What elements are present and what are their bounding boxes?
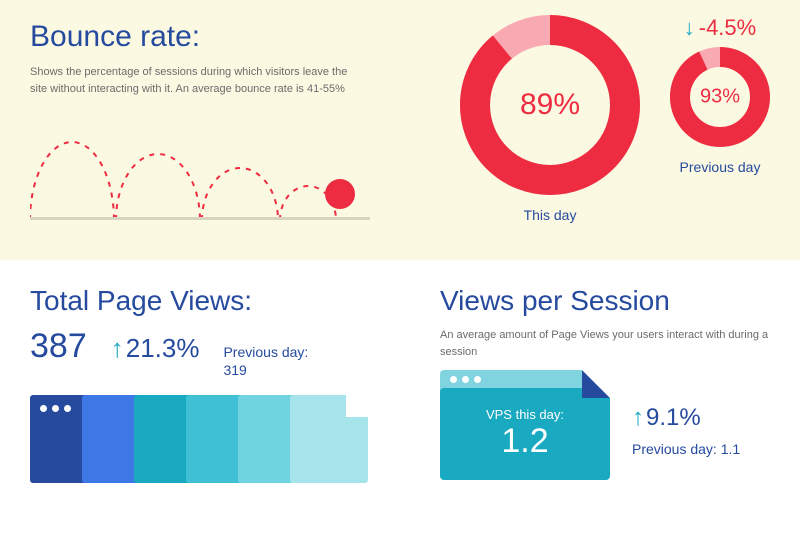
vps-delta-value: 9.1% <box>646 404 701 432</box>
pageviews-section: Total Page Views: 387 ↑ 21.3% Previous d… <box>30 285 400 525</box>
bounce-ground <box>30 217 370 220</box>
window-dots-icon <box>450 376 481 383</box>
donut-prev-day-label: Previous day <box>680 159 761 175</box>
bounce-title: Bounce rate: <box>30 20 390 54</box>
arrow-up-icon: ↑ <box>632 404 644 432</box>
bounce-delta-value: -4.5% <box>699 15 756 41</box>
pageviews-value: 387 <box>30 327 87 366</box>
bounce-panel: Bounce rate: Shows the percentage of ses… <box>0 0 800 260</box>
page-fold-icon <box>346 395 368 417</box>
vps-title: Views per Session <box>440 285 770 317</box>
donut-this-day: 89% This day <box>460 15 640 223</box>
pageviews-graphic <box>30 393 370 485</box>
donut-prev-col: ↓ -4.5% 93% Previous day <box>670 15 770 175</box>
vps-right-col: ↑ 9.1% Previous day: 1.1 <box>632 360 740 480</box>
bounce-subtitle: Shows the percentage of sessions during … <box>30 64 360 97</box>
donut-this-day-label: This day <box>524 207 577 223</box>
vps-card: VPS this day: 1.2 <box>440 370 610 480</box>
pageviews-prev-value: 319 <box>223 361 308 379</box>
window-dots-icon <box>40 405 71 412</box>
pageviews-prev: Previous day: 319 <box>223 343 308 379</box>
donut-prev-day: 93% Previous day <box>670 47 770 175</box>
pageviews-prev-label: Previous day: <box>223 343 308 361</box>
bounce-animation <box>30 120 370 230</box>
pageviews-delta: ↑ 21.3% <box>111 333 200 364</box>
arrow-up-icon: ↑ <box>111 333 124 364</box>
pageviews-delta-value: 21.3% <box>126 333 200 364</box>
pageviews-title: Total Page Views: <box>30 285 400 317</box>
bounce-text-block: Bounce rate: Shows the percentage of ses… <box>30 20 390 97</box>
bounce-delta: ↓ -4.5% <box>684 15 756 41</box>
vps-card-body: VPS this day: 1.2 <box>440 388 610 480</box>
vps-card-value: 1.2 <box>501 422 548 461</box>
arrow-down-icon: ↓ <box>684 15 695 41</box>
page-fold-icon <box>582 370 610 398</box>
page-card <box>290 395 368 483</box>
vps-delta: ↑ 9.1% <box>632 404 740 432</box>
vps-section: Views per Session An average amount of P… <box>440 285 770 525</box>
pageviews-stats: 387 ↑ 21.3% Previous day: 319 <box>30 327 400 379</box>
vps-row: VPS this day: 1.2 ↑ 9.1% Previous day: 1… <box>440 360 770 480</box>
bounce-charts: 89% This day ↓ -4.5% 93% Previous day <box>460 15 770 223</box>
vps-subtitle: An average amount of Page Views your use… <box>440 327 770 360</box>
bottom-panel: Total Page Views: 387 ↑ 21.3% Previous d… <box>0 260 800 535</box>
vps-prev: Previous day: 1.1 <box>632 440 740 458</box>
vps-card-title: VPS this day: <box>486 407 564 422</box>
